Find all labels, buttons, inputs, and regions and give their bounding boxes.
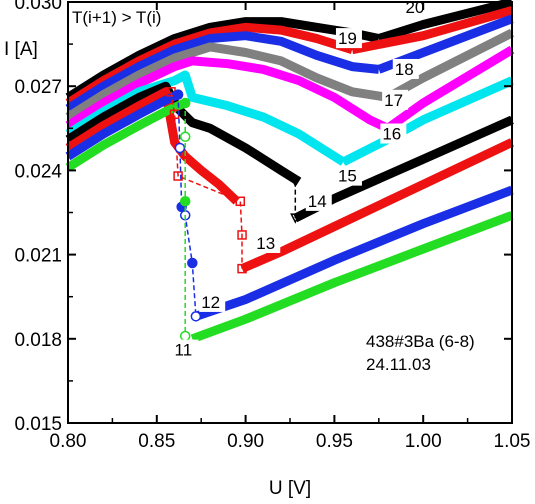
x-tick-label: 0.90	[227, 431, 264, 452]
sample-annotation: 438#3Ba (6-8)	[366, 332, 475, 351]
x-tick-label: 0.95	[316, 431, 353, 452]
series-12-marker	[187, 257, 198, 269]
curve-label-20: 20	[405, 0, 424, 17]
series-12-marker	[190, 311, 202, 322]
curve-label-11: 11	[175, 341, 193, 360]
series-19-branch-1	[65, 22, 354, 107]
series-14-marker	[290, 213, 301, 224]
y-tick-label: 0.021	[14, 246, 62, 267]
y-tick-label: 0.030	[14, 0, 62, 14]
curve-label-bg	[305, 190, 332, 211]
series-12-branch-2	[194, 185, 514, 321]
curve-label-17: 17	[384, 91, 403, 110]
series-19-branch-2	[351, 6, 514, 55]
x-tick-label: 1.00	[405, 431, 442, 452]
curve-label-16: 16	[382, 125, 401, 144]
date-annotation: 24.11.03	[366, 355, 431, 374]
condition-annotation: T(i+1) > T(i)	[72, 8, 161, 27]
curve-label-bg	[382, 89, 409, 110]
curve-label-bg	[380, 123, 407, 144]
x-axis-label: U [V]	[269, 478, 311, 499]
series-11-marker	[179, 131, 191, 142]
series-16-branch-1	[65, 56, 390, 133]
series-13-marker	[235, 196, 246, 207]
series-16-branch-2	[385, 45, 515, 132]
x-tick-label: 1.05	[494, 431, 531, 452]
curve-label-bg	[335, 165, 362, 186]
series-13-marker	[237, 230, 247, 240]
curve-label-18: 18	[395, 60, 414, 79]
y-tick-label: 0.015	[14, 414, 62, 435]
series-group	[65, 0, 515, 344]
series-11-marker	[179, 196, 191, 207]
series-17-branch-1	[65, 42, 389, 121]
curve-label-bg	[392, 58, 419, 79]
curve-label-12: 12	[201, 293, 220, 312]
series-11-marker	[179, 97, 191, 109]
series-12-marker	[174, 142, 186, 154]
curve-label-group: 11 12 13 14 15 16 17 18 19 20	[172, 0, 430, 360]
curve-label-14: 14	[308, 192, 327, 211]
y-tick-label: 0.027	[14, 77, 62, 98]
series-13-branch-1	[65, 87, 240, 205]
series-13-branch-2	[240, 138, 514, 273]
curve-label-bg	[335, 28, 362, 49]
y-tick-label: 0.024	[14, 161, 62, 182]
curve-label-bg	[254, 232, 281, 253]
y-axis-label: I [A]	[4, 39, 38, 60]
series-11-branch-2	[190, 211, 514, 344]
series-12-marker	[172, 89, 184, 100]
series-11-branch-1	[65, 98, 187, 172]
curve-label-bg	[172, 339, 199, 360]
series-12-branch-1	[65, 90, 180, 161]
curve-label-15: 15	[338, 167, 357, 186]
series-18-branch-1	[65, 31, 380, 113]
series-11-marker	[179, 330, 191, 342]
x-tick-label: 0.85	[138, 431, 175, 452]
curve-label-13: 13	[256, 234, 275, 253]
axis-ticks: 0.80 0.85 0.90 0.95 1.00 1.05 0.015 0.018 0.021 0…	[14, 0, 530, 452]
y-tick-label: 0.018	[14, 330, 62, 351]
series-20-branch-2	[377, 0, 514, 43]
series-13-marker	[173, 171, 183, 181]
curve-label-bg	[199, 291, 226, 312]
x-tick-label: 0.80	[50, 431, 87, 452]
series-14-marker	[290, 176, 301, 188]
curve-label-19: 19	[338, 29, 357, 48]
series-20-branch-1	[65, 17, 380, 102]
series-13-marker	[237, 263, 247, 274]
series-15-branch-1	[65, 70, 346, 166]
